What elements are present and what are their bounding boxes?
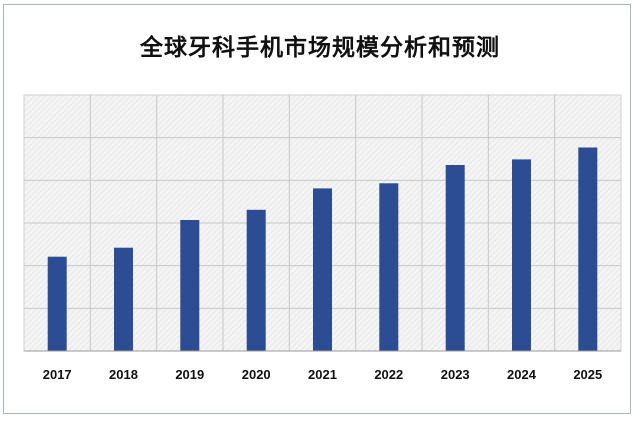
- x-tick-label-2023: 2023: [441, 367, 470, 382]
- x-tick-label-2017: 2017: [43, 367, 72, 382]
- bar-2021: [313, 188, 332, 351]
- bar-2025: [578, 147, 598, 351]
- x-tick-label-2024: 2024: [507, 367, 537, 382]
- bars: [47, 147, 598, 351]
- bar-2018: [114, 247, 133, 351]
- x-tick-label-2020: 2020: [242, 367, 271, 382]
- bar-2022: [379, 183, 399, 351]
- x-tick-label-2018: 2018: [109, 367, 138, 382]
- chart-title: 全球牙科手机市场规模分析和预测: [140, 34, 500, 61]
- bar-2024: [512, 159, 531, 351]
- x-tick-label-2019: 2019: [175, 367, 204, 382]
- bar-2017: [47, 256, 67, 351]
- x-tick-labels: 2017 2018 2019 2020 2021 2022 2023 2024 2025: [43, 367, 603, 382]
- x-tick-label-2025: 2025: [573, 367, 602, 382]
- x-tick-label-2021: 2021: [308, 367, 337, 382]
- x-tick-label-2022: 2022: [374, 367, 403, 382]
- bar-2019: [180, 220, 200, 351]
- bar-2020: [246, 209, 266, 351]
- bar-2023: [445, 165, 465, 351]
